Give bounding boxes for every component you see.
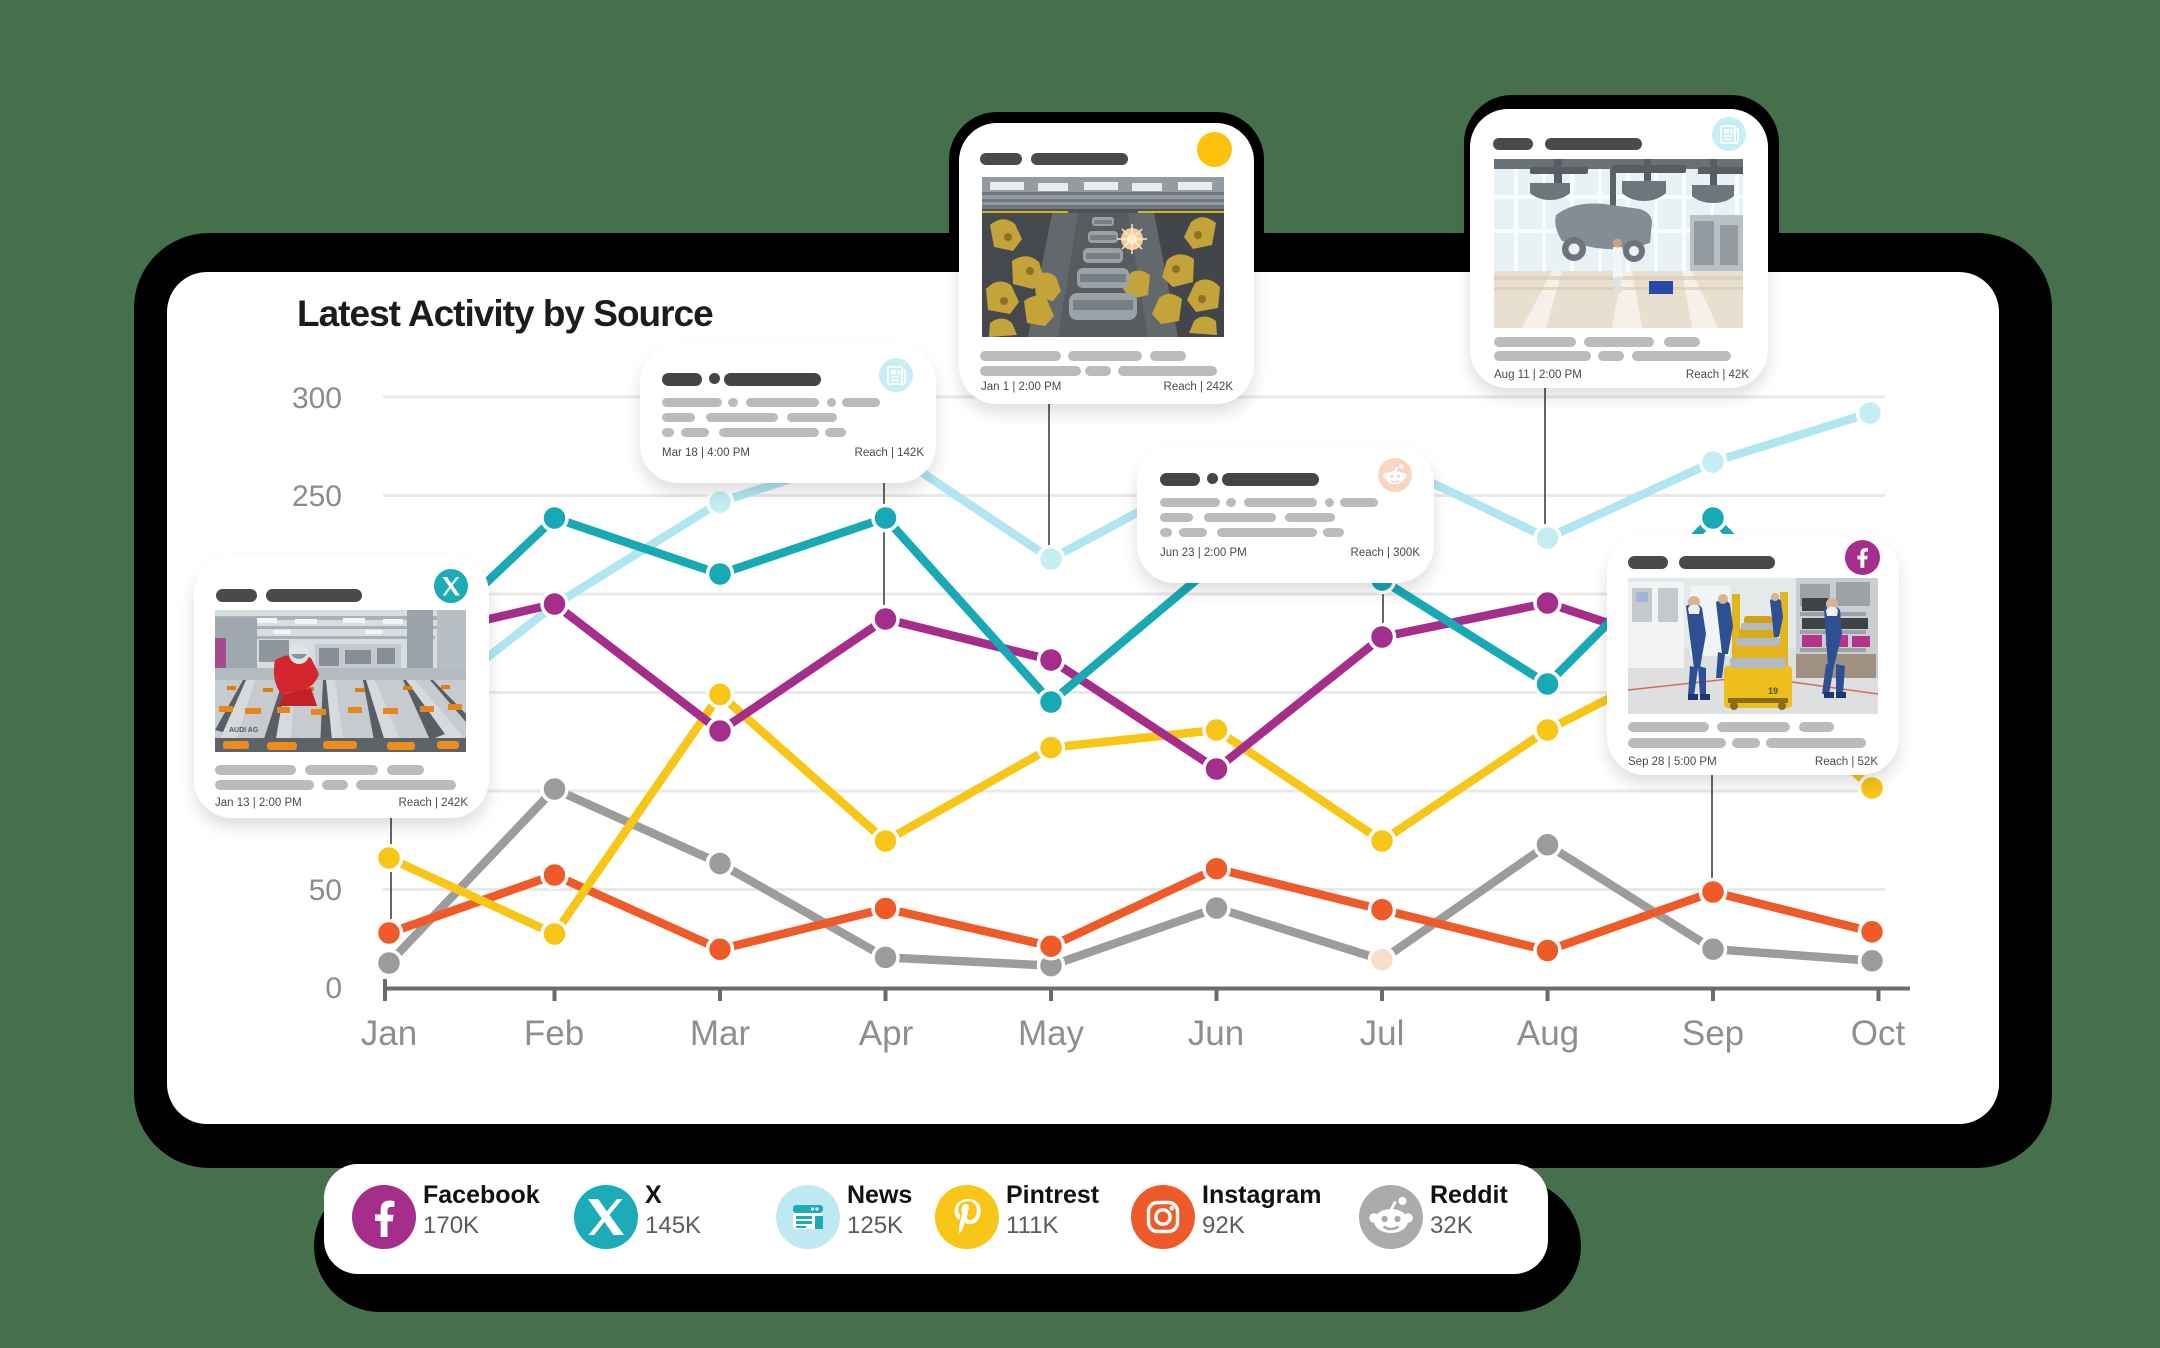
svg-text:Jul: Jul [1360, 1014, 1405, 1053]
svg-text:May: May [1018, 1014, 1085, 1053]
svg-text:300: 300 [292, 382, 342, 415]
svg-text:Oct: Oct [1851, 1014, 1906, 1053]
svg-text:Feb: Feb [524, 1014, 584, 1053]
svg-text:19: 19 [1768, 686, 1778, 696]
svg-text:Apr: Apr [859, 1014, 914, 1053]
svg-text:50: 50 [309, 874, 342, 907]
svg-text:Mar: Mar [690, 1014, 751, 1053]
svg-text:Sep: Sep [1682, 1014, 1744, 1053]
svg-text:250: 250 [292, 480, 342, 513]
svg-text:Aug: Aug [1517, 1014, 1579, 1053]
svg-text:AUDI AG: AUDI AG [229, 727, 259, 734]
svg-text:0: 0 [325, 972, 342, 1005]
svg-text:Jan: Jan [361, 1014, 417, 1053]
svg-text:Jun: Jun [1188, 1014, 1244, 1053]
